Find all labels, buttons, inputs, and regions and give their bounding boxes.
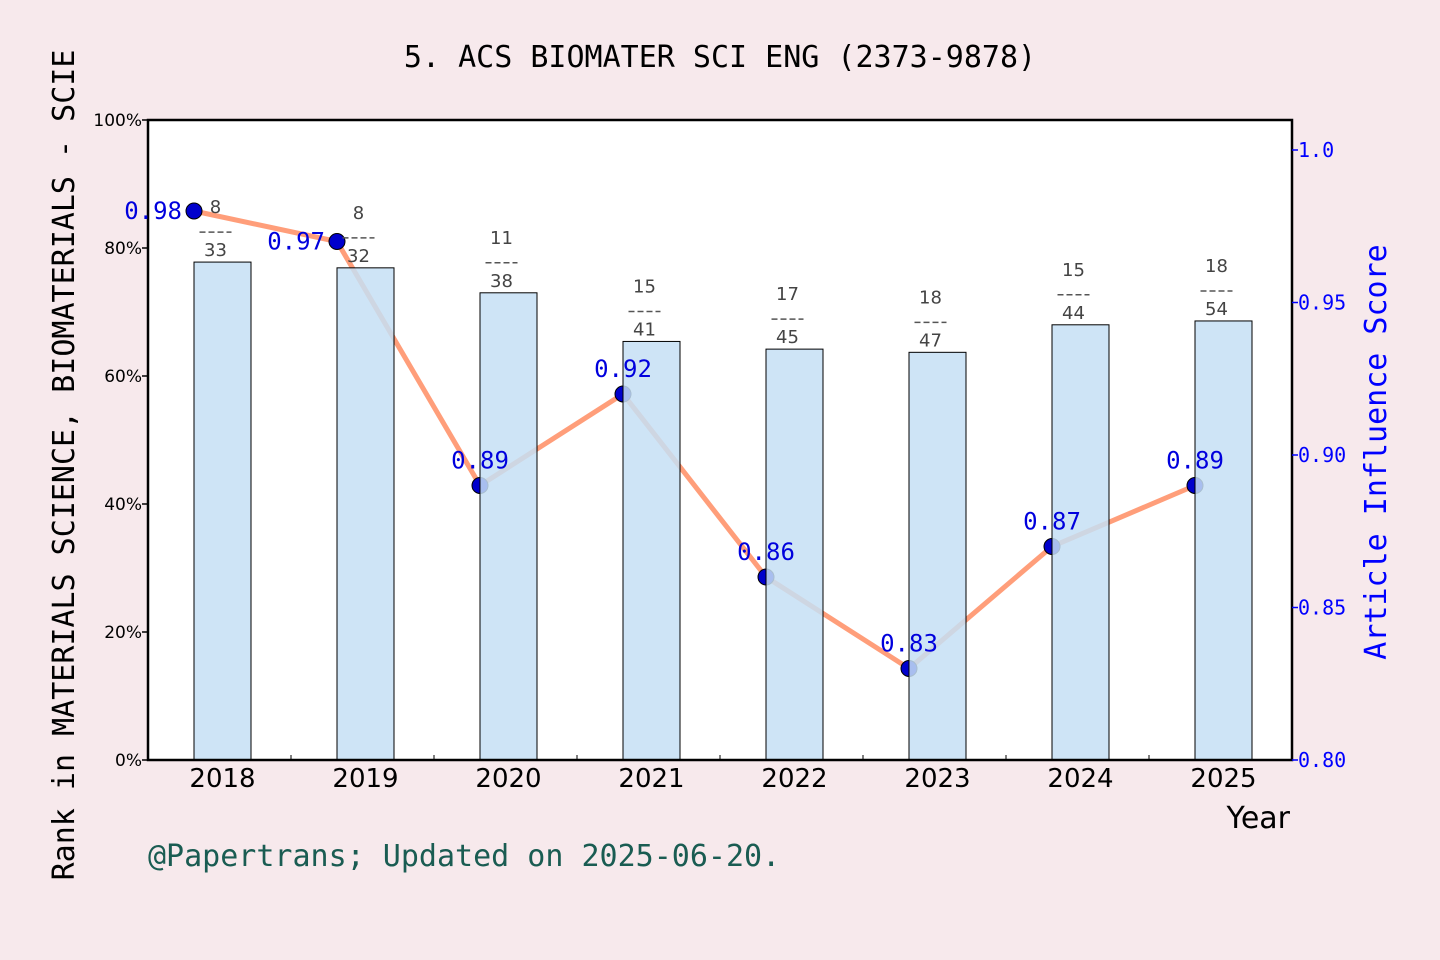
x-tick-label: 2019 — [332, 764, 398, 794]
rank-denominator: 47 — [919, 330, 942, 351]
rank-denominator: 45 — [776, 327, 799, 348]
right-tick-label: 0.80 — [1298, 748, 1346, 772]
chart-title: 5. ACS BIOMATER SCI ENG (2373-9878) — [404, 40, 1036, 75]
rank-numerator: 8 — [353, 203, 364, 224]
line-value-label: 0.83 — [880, 630, 938, 658]
rank-denominator: 38 — [490, 271, 513, 292]
bar — [622, 340, 681, 761]
rank-denominator: 54 — [1205, 299, 1228, 320]
x-tick-label: 2025 — [1190, 764, 1256, 794]
x-tick-label: 2023 — [904, 764, 970, 794]
line-value-label: 0.89 — [1166, 447, 1224, 475]
x-axis-label: Year — [1225, 801, 1290, 836]
rank-numerator: 18 — [1205, 256, 1228, 277]
rank-denominator: 41 — [633, 319, 656, 340]
left-tick-label: 40% — [104, 495, 142, 515]
rank-numerator: 8 — [210, 197, 221, 218]
line-point — [185, 202, 203, 220]
x-tick-label: 2018 — [189, 764, 255, 794]
rank-denominator: 32 — [347, 246, 370, 267]
right-tick-label: 1.0 — [1298, 138, 1334, 162]
line-value-label: 0.87 — [1023, 508, 1081, 536]
rank-denominator: 44 — [1062, 303, 1085, 324]
plot-area — [148, 120, 1292, 760]
rank-numerator: 15 — [633, 276, 656, 297]
left-tick-label: 20% — [104, 623, 142, 643]
rank-denominator: 33 — [204, 240, 227, 261]
rank-numerator: 15 — [1062, 260, 1085, 281]
bar — [765, 348, 824, 761]
line-value-label: 0.92 — [594, 355, 652, 383]
left-axis-label: Rank in MATERIALS SCIENCE, BIOMATERIALS … — [47, 50, 82, 881]
bar — [908, 351, 967, 761]
x-tick-label: 2021 — [618, 764, 684, 794]
bar — [193, 261, 252, 761]
left-tick-label: 80% — [104, 239, 142, 259]
rank-numerator: 18 — [919, 287, 942, 308]
bar — [1051, 324, 1110, 761]
x-tick-label: 2022 — [761, 764, 827, 794]
line-point — [328, 233, 346, 250]
left-tick-label: 60% — [104, 367, 142, 387]
footer-credit: @Papertrans; Updated on 2025-06-20. — [148, 839, 780, 874]
bar — [1194, 320, 1253, 761]
left-tick-label: 100% — [93, 111, 142, 131]
x-tick-label: 2024 — [1047, 764, 1113, 794]
left-tick-label: 0% — [115, 751, 142, 771]
line-value-label: 0.86 — [737, 538, 795, 566]
rank-numerator: 11 — [490, 228, 513, 249]
x-tick-label: 2020 — [475, 764, 541, 794]
line-value-label: 0.89 — [451, 447, 509, 475]
right-tick-label: 0.95 — [1298, 291, 1346, 315]
rank-numerator: 17 — [776, 284, 799, 305]
right-tick-label: 0.85 — [1298, 596, 1346, 620]
line-value-label: 0.97 — [267, 228, 325, 256]
right-tick-label: 0.90 — [1298, 443, 1346, 467]
line-value-label: 0.98 — [124, 197, 182, 225]
right-axis-label: Article Influence Score — [1359, 244, 1394, 659]
bar — [336, 267, 395, 761]
bar — [479, 292, 538, 761]
